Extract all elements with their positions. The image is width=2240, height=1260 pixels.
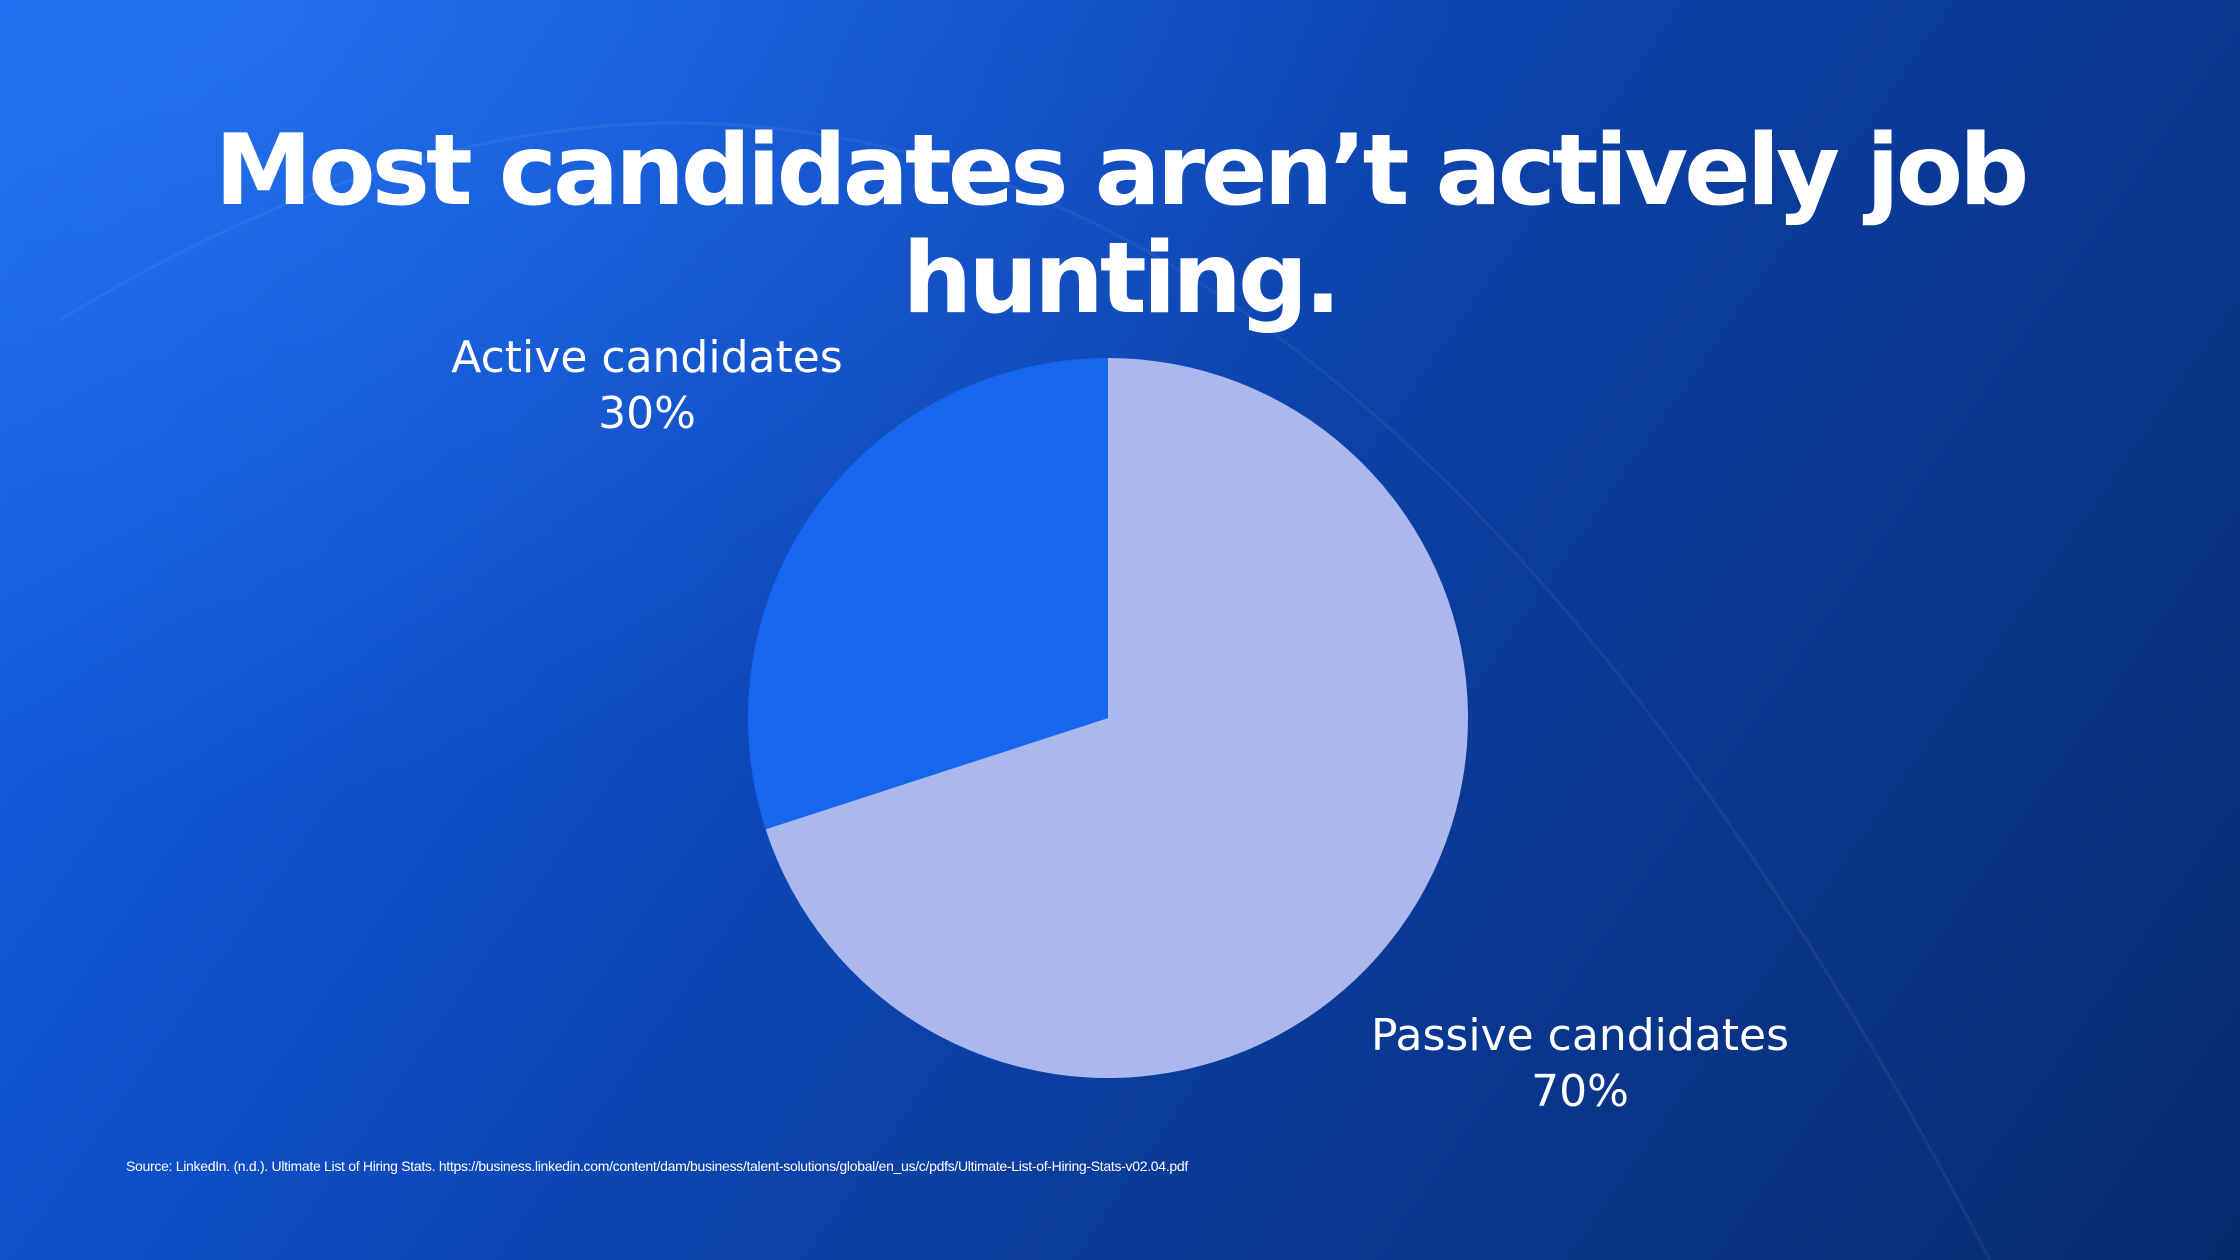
pie-slice-active-candidates [748, 358, 1108, 830]
slide-title: Most candidates aren’t actively job hunt… [214, 114, 2029, 336]
slice-value-active-candidates: 30% [598, 388, 696, 439]
slice-value-passive-candidates: 70% [1531, 1066, 1629, 1117]
pie-slice-passive-candidates [765, 358, 1468, 1079]
slice-label-passive-candidates: Passive candidates [1371, 1010, 1789, 1061]
pie-slices [748, 358, 1468, 1079]
slice-label-active-candidates: Active candidates [451, 332, 842, 383]
source-citation: Source: LinkedIn. (n.d.). Ultimate List … [126, 1158, 1188, 1174]
